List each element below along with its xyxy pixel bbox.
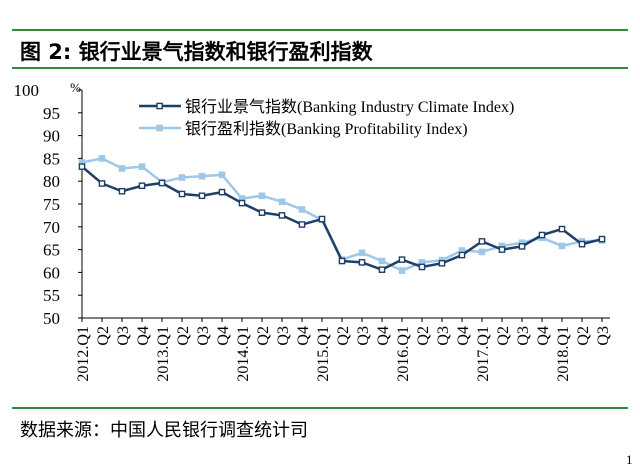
y-tick-label: 70 — [43, 218, 60, 237]
data-point — [578, 240, 586, 248]
data-point — [538, 231, 546, 239]
data-point — [98, 155, 106, 162]
x-tick-label: Q2 — [335, 326, 352, 346]
x-tick-label: 2012.Q1 — [75, 326, 92, 382]
x-tick-label: 2017.Q1 — [475, 326, 492, 382]
x-tick-label: Q4 — [455, 326, 472, 346]
y-tick-label: 60 — [43, 263, 60, 282]
data-point — [238, 199, 246, 207]
chart-legend: 银行业景气指数(Banking Industry Climate Index) 银… — [139, 98, 514, 138]
y-tick-label: 75 — [43, 195, 60, 214]
data-point — [158, 179, 166, 187]
x-tick-label: Q3 — [275, 326, 292, 346]
legend-label: 银行业景气指数(Banking Industry Climate Index) — [185, 98, 514, 116]
source-rule — [12, 407, 628, 409]
y-tick-label: 85 — [43, 149, 60, 168]
data-point — [98, 180, 106, 187]
x-tick-label: 2015.Q1 — [315, 326, 332, 382]
x-tick-label: 2016.Q1 — [395, 326, 412, 382]
data-point — [218, 171, 226, 179]
x-tick-label: Q3 — [595, 326, 612, 346]
data-point — [118, 187, 126, 195]
x-tick-label: Q3 — [515, 326, 532, 346]
data-point — [558, 225, 566, 233]
legend-swatch-marker — [156, 102, 163, 110]
data-point — [138, 182, 146, 190]
data-point — [518, 243, 526, 250]
data-point — [198, 172, 206, 180]
data-point — [358, 259, 366, 266]
x-tick-label: Q2 — [575, 326, 592, 346]
x-tick-label: Q2 — [175, 326, 192, 346]
series-layer — [78, 155, 606, 274]
data-point — [338, 257, 346, 265]
x-axis-ticks: 2012.Q1 Q2 Q3 Q4 2013.Q1 Q2 Q3 Q4 2014.Q1 Q2 Q3 Q4 2… — [75, 318, 612, 382]
data-point — [398, 267, 406, 274]
data-point — [258, 192, 266, 200]
data-point — [318, 215, 326, 223]
data-point — [298, 221, 306, 228]
data-point — [78, 163, 86, 170]
x-tick-label: Q2 — [415, 326, 432, 346]
page-number: 1 — [626, 452, 633, 467]
x-tick-label: 2014.Q1 — [235, 326, 252, 382]
y-tick-label: 90 — [43, 127, 60, 146]
figure-title: 图 2: 银行业景气指数和银行盈利指数 — [20, 40, 373, 64]
x-tick-label: 2018.Q1 — [555, 326, 572, 382]
x-tick-label: Q3 — [115, 326, 132, 346]
data-point — [178, 190, 186, 198]
data-point — [558, 242, 566, 250]
series-profitability-index — [78, 155, 606, 274]
data-point — [498, 246, 506, 253]
x-tick-label: 2013.Q1 — [155, 326, 172, 382]
x-tick-label: Q2 — [255, 326, 272, 346]
y-tick-label: 55 — [43, 286, 60, 305]
y-tick-label: 95 — [43, 104, 60, 123]
data-point — [458, 251, 466, 259]
x-tick-label: Q2 — [95, 326, 112, 346]
source-note: 数据来源：中国人民银行调查统计司 — [20, 420, 308, 441]
legend-label: 银行盈利指数(Banking Profitability Index) — [185, 120, 468, 138]
y-unit-label: % — [70, 80, 81, 95]
data-point — [378, 257, 386, 265]
y-tick-label: 80 — [43, 172, 60, 191]
x-tick-label: Q4 — [135, 326, 152, 346]
data-point — [398, 256, 406, 263]
y-tick-label: 65 — [43, 241, 60, 260]
data-point — [378, 266, 386, 273]
y-tick-label: 50 — [43, 309, 60, 328]
data-point — [438, 259, 446, 267]
data-point — [258, 209, 266, 216]
data-point — [118, 165, 126, 172]
data-point — [298, 206, 306, 213]
data-point — [218, 188, 226, 196]
x-tick-label: Q3 — [355, 326, 372, 346]
data-point — [598, 235, 606, 243]
y-tick-label: 100 — [14, 81, 40, 100]
x-tick-label: Q3 — [195, 326, 212, 346]
y-axis-ticks: 100 % 95 90 85 80 75 70 65 60 55 50 — [14, 80, 82, 328]
data-point — [198, 192, 206, 200]
data-point — [178, 174, 186, 181]
data-point — [478, 238, 486, 245]
data-point — [278, 198, 286, 206]
title-rule — [12, 67, 628, 69]
data-point — [358, 249, 366, 257]
x-tick-label: Q4 — [375, 326, 392, 346]
top-rule — [12, 29, 628, 31]
data-point — [418, 263, 426, 271]
series-climate-index — [78, 163, 606, 273]
data-point — [278, 212, 286, 219]
series-line — [81, 157, 603, 272]
x-tick-label: Q4 — [295, 326, 312, 346]
x-tick-label: Q2 — [495, 326, 512, 346]
legend-swatch-marker — [156, 124, 163, 132]
x-tick-label: Q4 — [215, 326, 232, 346]
data-point — [478, 248, 486, 256]
x-tick-label: Q4 — [535, 326, 552, 346]
data-point — [138, 163, 146, 170]
x-tick-label: Q3 — [435, 326, 452, 346]
